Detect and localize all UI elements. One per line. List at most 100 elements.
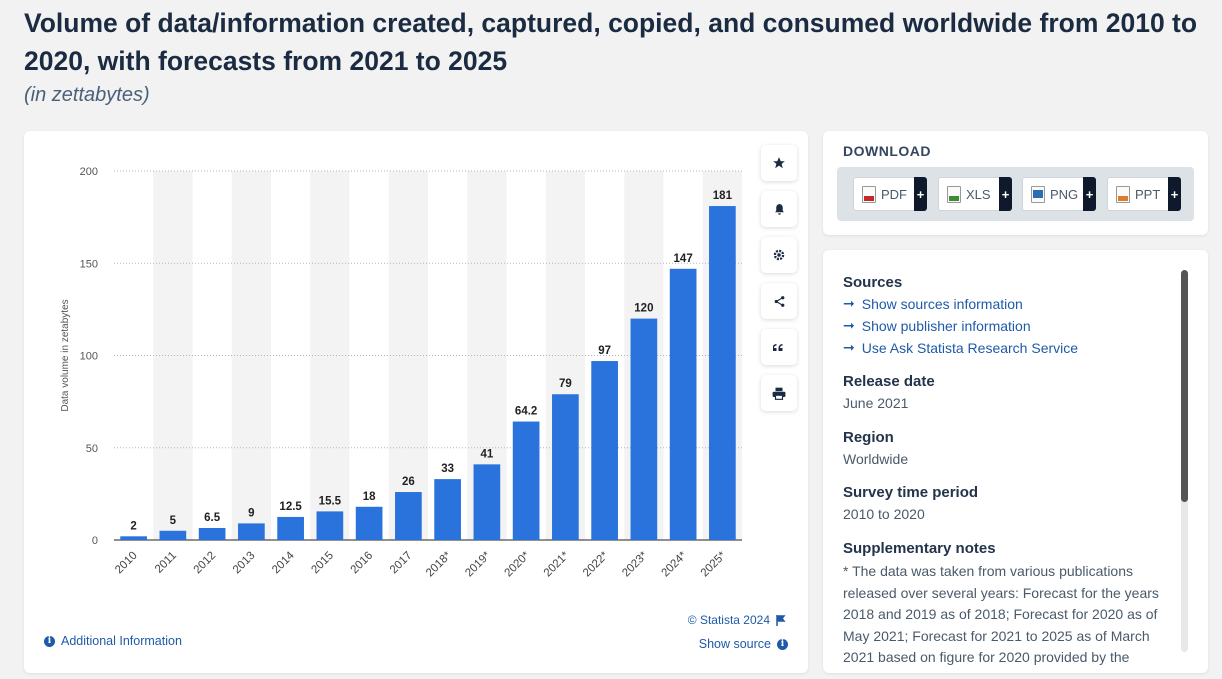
download-heading: DOWNLOAD [843, 143, 931, 159]
bar [669, 268, 697, 540]
additional-information-link[interactable]: i Additional Information [44, 634, 182, 648]
bar [316, 511, 344, 540]
gear-icon [773, 249, 785, 261]
x-tick-label: 2024* [660, 549, 690, 579]
show-sources-label: Show sources information [861, 295, 1023, 312]
show-sources-link[interactable]: ➞ Show sources information [843, 295, 1023, 312]
pdf-file-icon [862, 185, 876, 203]
x-tick-label: 2011 [153, 550, 179, 576]
download-ppt-button[interactable]: PPT + [1107, 177, 1181, 211]
plus-icon: + [1083, 177, 1096, 211]
bar [238, 523, 265, 540]
y-tick-label: 0 [92, 535, 98, 547]
download-panel: DOWNLOAD PDF + XLS + PNG + PPT + [823, 131, 1208, 235]
notification-button[interactable] [761, 191, 797, 227]
download-png-label: PNG [1050, 186, 1079, 202]
bar [434, 479, 461, 540]
share-icon [774, 295, 784, 307]
x-tick-label: 2018* [424, 549, 454, 579]
x-tick-label: 2014 [270, 549, 297, 576]
region-value: Worldwide [843, 451, 909, 467]
x-tick-label: 2017 [388, 550, 415, 577]
y-axis-label: Data volume in zetabytes [60, 299, 71, 411]
data-label: 120 [634, 303, 653, 315]
arrow-right-icon: ➞ [843, 295, 855, 311]
bar [198, 528, 226, 540]
share-button[interactable] [761, 283, 797, 319]
bar [120, 536, 147, 540]
download-xls-label: XLS [966, 186, 991, 202]
download-xls-button[interactable]: XLS + [938, 177, 1012, 211]
x-tick-label: 2016 [349, 550, 376, 577]
data-label: 2 [130, 520, 136, 532]
survey-period-heading: Survey time period [843, 484, 979, 501]
y-tick-label: 50 [86, 443, 98, 455]
download-pdf-button[interactable]: PDF + [853, 177, 927, 211]
bar [159, 530, 187, 540]
arrow-right-icon: ➞ [843, 317, 855, 333]
show-source-link[interactable]: Show source i [699, 637, 788, 651]
bar [512, 421, 540, 540]
ppt-file-icon [1116, 185, 1130, 203]
data-label: 97 [598, 345, 611, 357]
download-ppt-label: PPT [1135, 186, 1161, 202]
data-label: 9 [248, 507, 254, 519]
copyright-label: © Statista 2024 [687, 613, 770, 627]
cite-button[interactable] [761, 329, 797, 365]
y-tick-label: 150 [80, 258, 98, 270]
y-tick-label: 200 [80, 166, 98, 178]
x-tick-label: 2012 [192, 550, 219, 577]
data-label: 5 [170, 515, 177, 527]
bar [709, 206, 736, 540]
plus-icon: + [999, 177, 1012, 211]
download-png-button[interactable]: PNG + [1022, 177, 1096, 211]
page-subtitle: (in zettabytes) [24, 84, 150, 106]
data-label: 181 [713, 190, 733, 202]
release-date-value: June 2021 [843, 395, 909, 411]
data-label: 64.2 [515, 406, 537, 418]
x-tick-label: 2023* [620, 549, 650, 579]
bell-icon [774, 204, 784, 215]
additional-information-label: Additional Information [61, 634, 182, 648]
info-icon: i [777, 638, 788, 650]
data-label: 79 [559, 378, 572, 390]
png-file-icon [1031, 185, 1045, 203]
arrow-right-icon: ➞ [843, 339, 855, 355]
region-heading: Region [843, 429, 894, 446]
x-tick-label: 2010 [113, 550, 140, 577]
column-band [310, 171, 350, 540]
scrollbar-thumb[interactable] [1181, 270, 1188, 502]
chart-card: 0 50 100 150 200 Data volume in zetabytes 2 201… [24, 131, 808, 673]
data-label: 15.5 [319, 495, 342, 507]
data-label: 6.5 [204, 512, 221, 524]
show-source-label: Show source [698, 637, 771, 651]
bar-chart: 0 50 100 150 200 Data volume in zetabytes 2 201… [60, 166, 742, 579]
data-label: 18 [363, 491, 376, 503]
statista-copyright: © Statista 2024 [688, 613, 786, 627]
supplementary-notes-heading: Supplementary notes [843, 540, 996, 557]
bar [552, 394, 579, 540]
data-label: 147 [674, 253, 693, 265]
download-pdf-label: PDF [881, 186, 907, 202]
print-icon [772, 387, 786, 400]
print-button[interactable] [761, 375, 797, 411]
show-publisher-label: Show publisher information [861, 317, 1031, 334]
ask-statista-link[interactable]: ➞ Use Ask Statista Research Service [843, 339, 1078, 356]
data-label: 33 [441, 463, 454, 475]
x-tick-label: 2015 [309, 550, 336, 577]
bar [395, 492, 422, 540]
supplementary-notes-text: * The data was taken from various public… [843, 563, 1159, 673]
x-tick-label: 2019* [463, 549, 493, 579]
bar [473, 464, 501, 540]
settings-button[interactable] [761, 237, 797, 273]
favorite-button[interactable] [761, 145, 797, 181]
data-label: 41 [480, 448, 493, 460]
data-label: 12.5 [279, 501, 302, 513]
info-scrollbar[interactable] [1181, 270, 1188, 652]
ask-statista-label: Use Ask Statista Research Service [861, 339, 1079, 356]
download-buttons: PDF + XLS + PNG + PPT + [837, 167, 1194, 221]
star-icon [773, 157, 785, 169]
release-date-heading: Release date [843, 373, 935, 390]
x-tick-label: 2025* [699, 549, 729, 579]
show-publisher-link[interactable]: ➞ Show publisher information [843, 317, 1031, 334]
